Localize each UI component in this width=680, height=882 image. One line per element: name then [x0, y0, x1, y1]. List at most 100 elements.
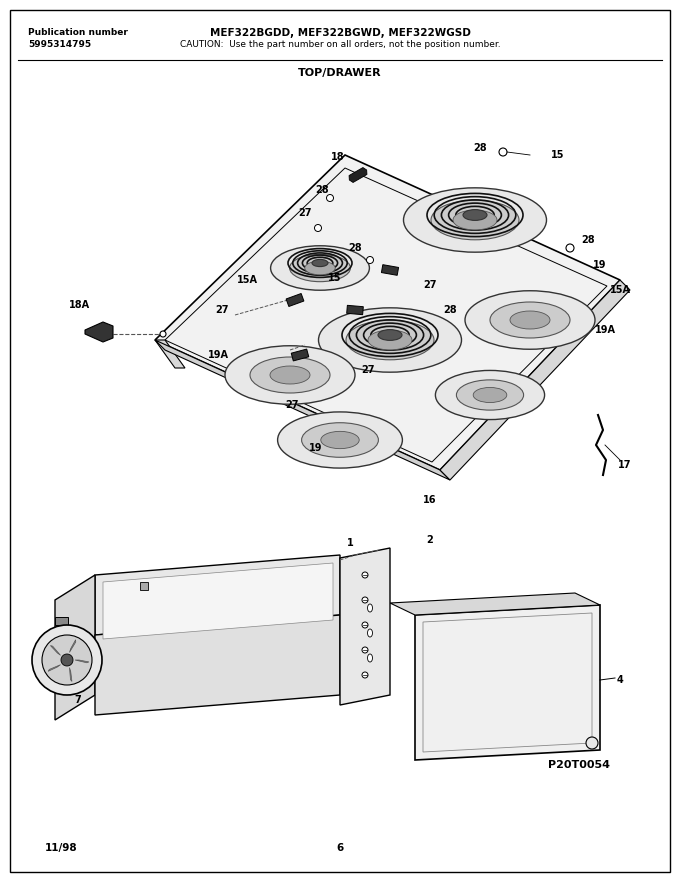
- Text: 28: 28: [443, 305, 457, 315]
- Circle shape: [362, 597, 368, 603]
- Text: 17: 17: [618, 460, 632, 470]
- Text: 19A: 19A: [594, 325, 615, 335]
- Ellipse shape: [510, 311, 550, 329]
- Ellipse shape: [463, 210, 487, 220]
- Polygon shape: [349, 168, 367, 183]
- Circle shape: [61, 654, 73, 666]
- Ellipse shape: [490, 302, 570, 338]
- Polygon shape: [55, 575, 95, 720]
- Text: Publication number: Publication number: [28, 28, 128, 37]
- Ellipse shape: [270, 366, 310, 384]
- Polygon shape: [95, 615, 340, 715]
- Text: 28: 28: [581, 235, 595, 245]
- Ellipse shape: [456, 380, 524, 410]
- Ellipse shape: [435, 370, 545, 420]
- Ellipse shape: [271, 246, 369, 290]
- Text: 16: 16: [423, 495, 437, 505]
- Polygon shape: [440, 280, 630, 480]
- Polygon shape: [155, 155, 620, 470]
- Polygon shape: [140, 582, 148, 590]
- Ellipse shape: [290, 254, 350, 281]
- Ellipse shape: [453, 210, 497, 230]
- Polygon shape: [69, 668, 72, 682]
- Ellipse shape: [367, 629, 373, 637]
- Ellipse shape: [225, 346, 355, 404]
- Text: 27: 27: [285, 400, 299, 410]
- Text: 7: 7: [75, 695, 82, 705]
- Polygon shape: [69, 639, 75, 653]
- Polygon shape: [381, 265, 398, 275]
- Text: 19A: 19A: [207, 350, 228, 360]
- Ellipse shape: [305, 261, 335, 275]
- Ellipse shape: [431, 200, 519, 240]
- Ellipse shape: [250, 357, 330, 393]
- Circle shape: [362, 622, 368, 628]
- Ellipse shape: [403, 188, 547, 252]
- Text: 28: 28: [316, 185, 329, 195]
- Polygon shape: [286, 294, 304, 306]
- Text: 15: 15: [328, 273, 342, 283]
- Circle shape: [499, 148, 507, 156]
- Ellipse shape: [473, 387, 507, 402]
- Text: 15A: 15A: [609, 285, 630, 295]
- Polygon shape: [55, 617, 68, 625]
- Text: 18: 18: [331, 152, 345, 162]
- Text: 1: 1: [347, 538, 354, 548]
- Ellipse shape: [378, 330, 402, 340]
- Ellipse shape: [346, 320, 434, 360]
- Circle shape: [42, 635, 92, 685]
- Ellipse shape: [277, 412, 403, 468]
- Text: 19: 19: [309, 443, 323, 453]
- Circle shape: [566, 244, 574, 252]
- Ellipse shape: [368, 330, 412, 350]
- Polygon shape: [95, 555, 340, 635]
- Text: 27: 27: [361, 365, 375, 375]
- Text: 15: 15: [551, 150, 565, 160]
- Text: 4: 4: [617, 675, 624, 685]
- Polygon shape: [103, 563, 333, 639]
- Polygon shape: [347, 305, 363, 315]
- Text: 15A: 15A: [237, 275, 258, 285]
- Text: 27: 27: [423, 280, 437, 290]
- Text: 2: 2: [426, 535, 433, 545]
- Circle shape: [326, 195, 333, 201]
- Polygon shape: [155, 340, 450, 480]
- Polygon shape: [75, 660, 89, 662]
- Polygon shape: [85, 322, 113, 342]
- Text: 27: 27: [299, 208, 311, 218]
- Text: 28: 28: [473, 143, 487, 153]
- Text: 28: 28: [348, 243, 362, 253]
- Circle shape: [32, 625, 102, 695]
- Circle shape: [314, 225, 322, 231]
- Text: TOP/DRAWER: TOP/DRAWER: [299, 68, 381, 78]
- Text: 6: 6: [337, 843, 343, 853]
- Circle shape: [586, 737, 598, 749]
- Text: MEF322BGDD, MEF322BGWD, MEF322WGSD: MEF322BGDD, MEF322BGWD, MEF322WGSD: [209, 28, 471, 38]
- Text: 5995314795: 5995314795: [28, 40, 91, 49]
- Ellipse shape: [465, 291, 595, 349]
- Ellipse shape: [321, 431, 359, 449]
- Circle shape: [362, 672, 368, 678]
- Ellipse shape: [302, 422, 378, 457]
- Text: 18A: 18A: [69, 300, 90, 310]
- Polygon shape: [155, 340, 185, 368]
- Circle shape: [367, 257, 373, 264]
- Polygon shape: [48, 665, 61, 671]
- Polygon shape: [291, 349, 309, 361]
- Ellipse shape: [312, 259, 328, 266]
- Text: 19: 19: [593, 260, 607, 270]
- Circle shape: [362, 572, 368, 578]
- Ellipse shape: [367, 604, 373, 612]
- Text: P20T0054: P20T0054: [548, 760, 610, 770]
- Text: 27: 27: [216, 305, 228, 315]
- Circle shape: [160, 331, 166, 337]
- Polygon shape: [340, 548, 390, 705]
- Polygon shape: [50, 646, 61, 655]
- Polygon shape: [415, 605, 600, 760]
- Circle shape: [362, 647, 368, 653]
- Polygon shape: [390, 593, 600, 615]
- Text: CAUTION:  Use the part number on all orders, not the position number.: CAUTION: Use the part number on all orde…: [180, 40, 500, 49]
- Ellipse shape: [318, 308, 462, 372]
- Ellipse shape: [367, 654, 373, 662]
- Text: 11/98: 11/98: [45, 843, 78, 853]
